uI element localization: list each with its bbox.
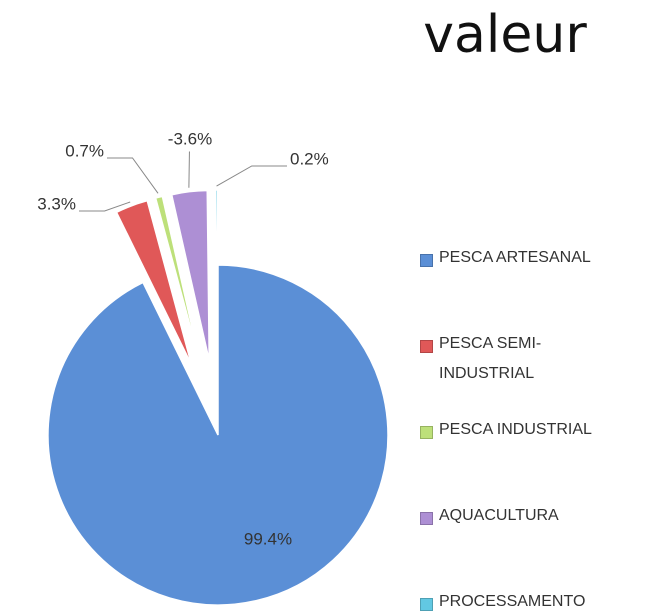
data-label: 99.4% [244,529,292,548]
leader-line [216,165,287,187]
data-label: 0.2% [290,149,329,168]
leader-line [188,151,190,188]
legend-swatch [420,254,433,267]
legend-item: PESCA INDUSTRIAL [420,421,609,445]
pie-slice [214,189,219,361]
legend-label: PESCA ARTESANAL [439,249,591,266]
pie-slice [154,195,201,363]
legend-swatch [420,340,433,353]
legend-item: PESCA ARTESANAL [420,249,609,273]
pie-slice [47,264,389,606]
legend-label: PESCA SEMI-INDUSTRIAL [439,335,542,382]
legend-label: PESCA INDUSTRIAL [439,421,592,438]
data-label: 3.3% [37,194,76,213]
leader-line [107,157,159,194]
leader-line [79,201,131,212]
legend-swatch [420,512,433,525]
legend-swatch [420,426,433,439]
chart-title: valeur [423,5,587,65]
legend-item: PROCESSAMENTO [420,593,609,616]
legend-label: AQUACULTURA [439,507,559,524]
pie-slice [115,199,193,366]
legend-item: AQUACULTURA [420,507,609,531]
legend-label: PROCESSAMENTO [439,593,586,610]
pie-slice [170,189,210,361]
legend-item: PESCA SEMI-INDUSTRIAL [420,335,609,389]
legend-swatch [420,598,433,611]
data-label: 0.7% [65,141,104,160]
data-label: -3.6% [168,129,212,148]
